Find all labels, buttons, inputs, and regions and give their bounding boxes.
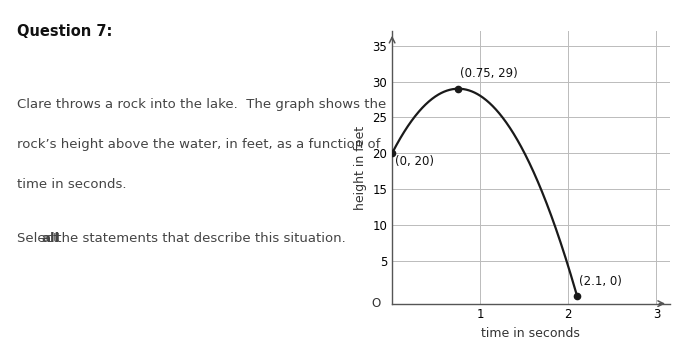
- Y-axis label: height in feet: height in feet: [354, 125, 367, 210]
- Text: Clare throws a rock into the lake.  The graph shows the: Clare throws a rock into the lake. The g…: [17, 98, 387, 111]
- X-axis label: time in seconds: time in seconds: [482, 327, 580, 340]
- Text: rock’s height above the water, in feet, as a function of: rock’s height above the water, in feet, …: [17, 138, 381, 151]
- Text: Select: Select: [17, 232, 63, 245]
- Text: the statements that describe this situation.: the statements that describe this situat…: [53, 232, 346, 245]
- Text: all: all: [41, 232, 59, 245]
- Text: (2.1, 0): (2.1, 0): [579, 275, 622, 288]
- Text: time in seconds.: time in seconds.: [17, 178, 127, 191]
- Text: O: O: [371, 297, 381, 310]
- Text: (0.75, 29): (0.75, 29): [460, 67, 518, 80]
- Text: Question 7:: Question 7:: [17, 24, 112, 39]
- Text: (0, 20): (0, 20): [395, 155, 434, 168]
